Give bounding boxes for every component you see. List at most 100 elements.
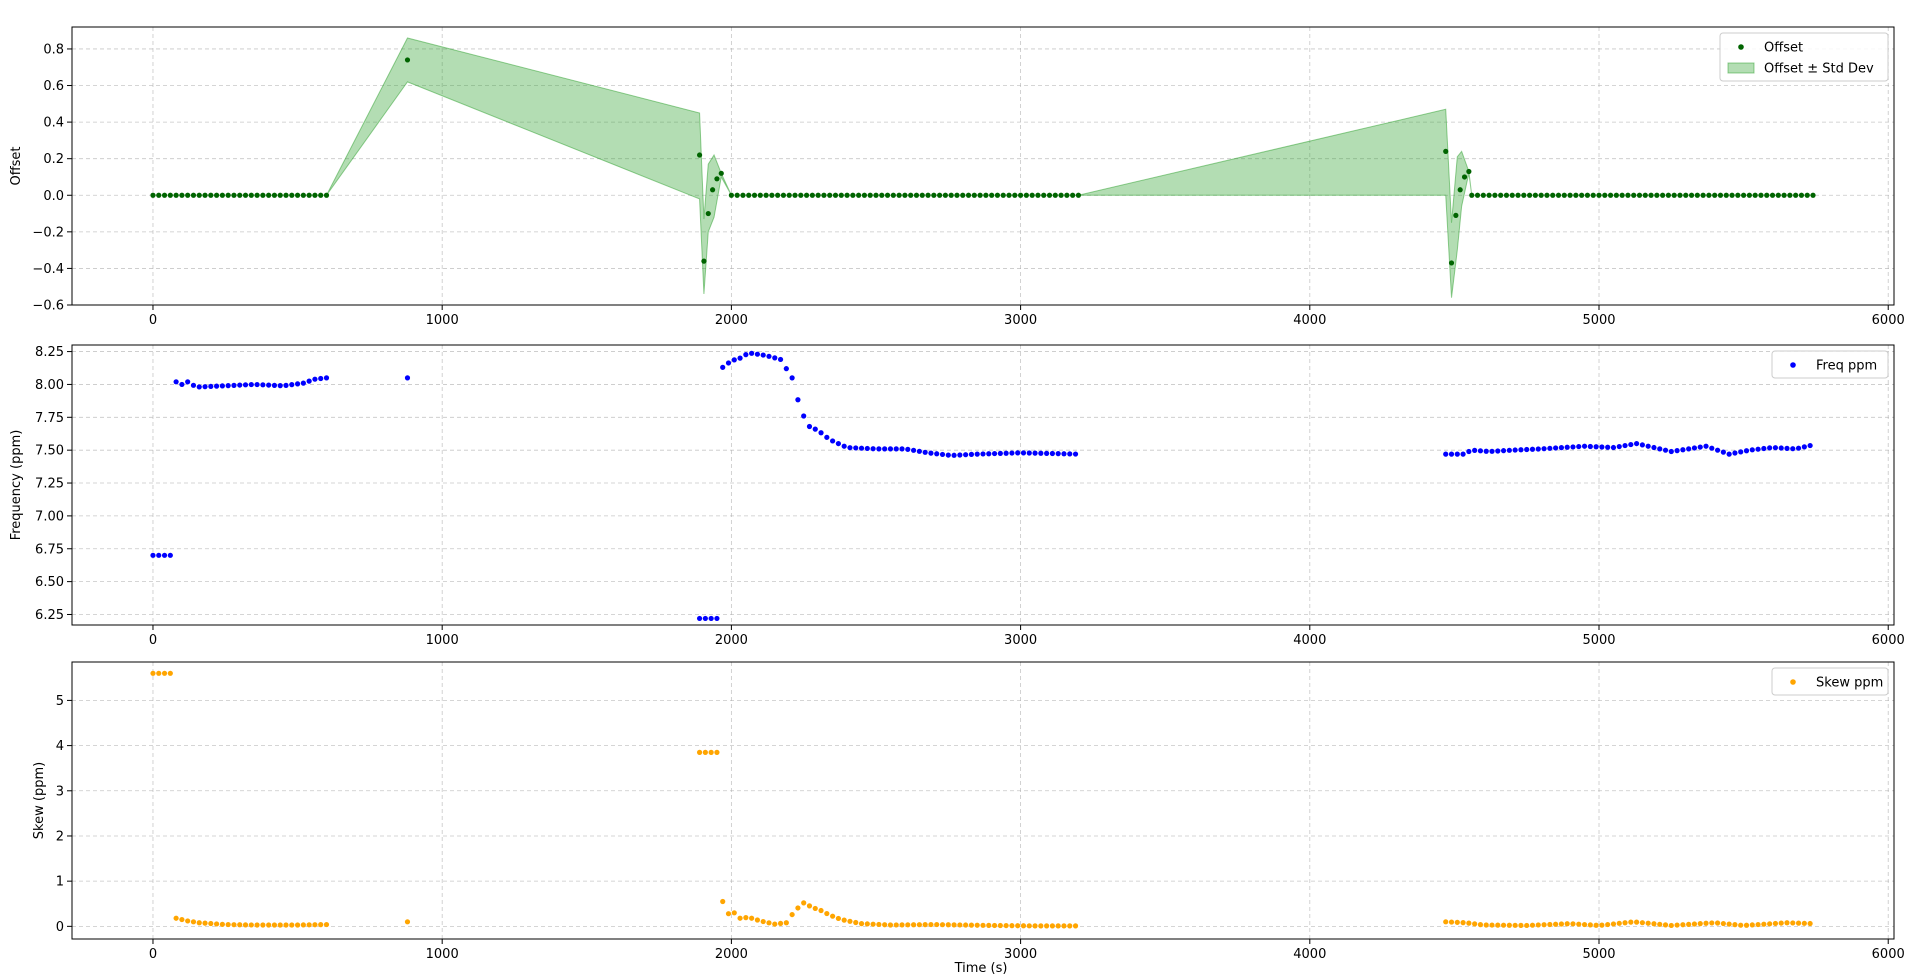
data-point bbox=[1703, 443, 1709, 449]
x-tick-label: 0 bbox=[149, 947, 157, 962]
data-point bbox=[1067, 923, 1073, 929]
y-tick-label: 0.8 bbox=[43, 42, 64, 57]
data-point bbox=[922, 449, 928, 455]
data-point bbox=[1651, 921, 1657, 927]
data-point bbox=[905, 446, 911, 452]
data-point bbox=[1732, 450, 1738, 456]
data-point bbox=[971, 192, 977, 198]
data-point bbox=[809, 192, 815, 198]
data-point bbox=[766, 353, 772, 359]
legend-marker bbox=[1738, 44, 1744, 50]
data-point bbox=[1755, 446, 1761, 452]
data-point bbox=[795, 905, 801, 911]
x-tick-label: 6000 bbox=[1872, 947, 1905, 962]
data-point bbox=[957, 922, 963, 928]
data-point bbox=[248, 922, 254, 928]
data-point bbox=[1535, 922, 1541, 928]
plot-frame bbox=[71, 344, 1895, 626]
data-point bbox=[1616, 920, 1622, 926]
data-point bbox=[890, 192, 896, 198]
data-point bbox=[841, 443, 847, 449]
data-point bbox=[980, 922, 986, 928]
data-point bbox=[1801, 444, 1807, 450]
data-point bbox=[1593, 444, 1599, 450]
data-point bbox=[1070, 192, 1076, 198]
data-point bbox=[751, 192, 758, 198]
data-point bbox=[1558, 921, 1565, 927]
data-point bbox=[908, 192, 914, 198]
y-tick-label: 6.75 bbox=[35, 542, 64, 557]
data-point bbox=[1527, 192, 1533, 198]
x-tick-label: 4000 bbox=[1293, 313, 1326, 328]
data-point bbox=[928, 921, 934, 928]
data-point bbox=[1044, 923, 1050, 929]
data-point bbox=[942, 192, 949, 198]
data-point bbox=[1613, 192, 1619, 198]
data-point bbox=[821, 192, 827, 198]
data-point bbox=[1761, 921, 1767, 927]
data-point bbox=[963, 922, 969, 928]
data-point bbox=[1605, 444, 1611, 450]
data-point bbox=[1645, 920, 1651, 926]
data-point bbox=[965, 192, 972, 198]
data-point bbox=[1674, 448, 1680, 454]
data-point bbox=[934, 921, 940, 928]
data-point bbox=[1472, 447, 1478, 453]
data-point bbox=[1741, 192, 1747, 198]
data-point bbox=[1654, 192, 1660, 198]
data-point bbox=[937, 192, 943, 198]
data-point bbox=[323, 192, 330, 198]
data-point bbox=[749, 915, 755, 921]
y-tick-label: 0.0 bbox=[43, 189, 64, 204]
legend: Skew ppm bbox=[1771, 667, 1889, 696]
data-point bbox=[1009, 923, 1015, 929]
data-point bbox=[945, 922, 951, 928]
data-point bbox=[1694, 192, 1700, 198]
legend-marker bbox=[1790, 362, 1796, 368]
data-point bbox=[1697, 921, 1703, 927]
data-point bbox=[254, 192, 260, 198]
data-point bbox=[1680, 447, 1686, 453]
data-point bbox=[1576, 921, 1582, 927]
data-point bbox=[754, 917, 761, 923]
data-point bbox=[248, 381, 254, 388]
data-point bbox=[725, 360, 732, 366]
data-point bbox=[882, 446, 888, 452]
x-tick-label: 1000 bbox=[426, 947, 459, 962]
data-point bbox=[1023, 192, 1029, 198]
data-point bbox=[769, 192, 775, 198]
data-point bbox=[928, 450, 934, 456]
data-point bbox=[835, 915, 841, 922]
data-point bbox=[1619, 192, 1625, 198]
data-point bbox=[714, 749, 720, 755]
data-point bbox=[1642, 192, 1648, 198]
data-point bbox=[899, 446, 905, 452]
data-point bbox=[720, 898, 726, 905]
data-point bbox=[1521, 192, 1527, 198]
data-point bbox=[916, 448, 922, 454]
data-point bbox=[1634, 919, 1640, 925]
data-point bbox=[766, 920, 772, 926]
data-point bbox=[1738, 449, 1744, 455]
data-point bbox=[806, 903, 813, 909]
data-point bbox=[696, 152, 703, 158]
data-point bbox=[1474, 192, 1481, 198]
data-point bbox=[812, 905, 818, 912]
data-point bbox=[1460, 451, 1466, 457]
y-tick-label: 8.00 bbox=[35, 378, 64, 393]
y-axis-label: Offset bbox=[9, 146, 24, 185]
y-tick-label: 6.25 bbox=[35, 608, 64, 623]
data-point bbox=[1026, 450, 1032, 456]
data-point bbox=[858, 445, 865, 451]
data-point bbox=[254, 381, 260, 388]
data-point bbox=[963, 452, 969, 458]
data-point bbox=[783, 920, 789, 926]
data-point bbox=[983, 192, 989, 198]
data-point bbox=[294, 922, 301, 928]
data-point bbox=[844, 192, 850, 198]
data-point bbox=[248, 192, 254, 198]
data-point bbox=[1628, 441, 1634, 448]
y-tick-label: −0.4 bbox=[32, 262, 64, 277]
legend-box bbox=[1771, 667, 1889, 696]
